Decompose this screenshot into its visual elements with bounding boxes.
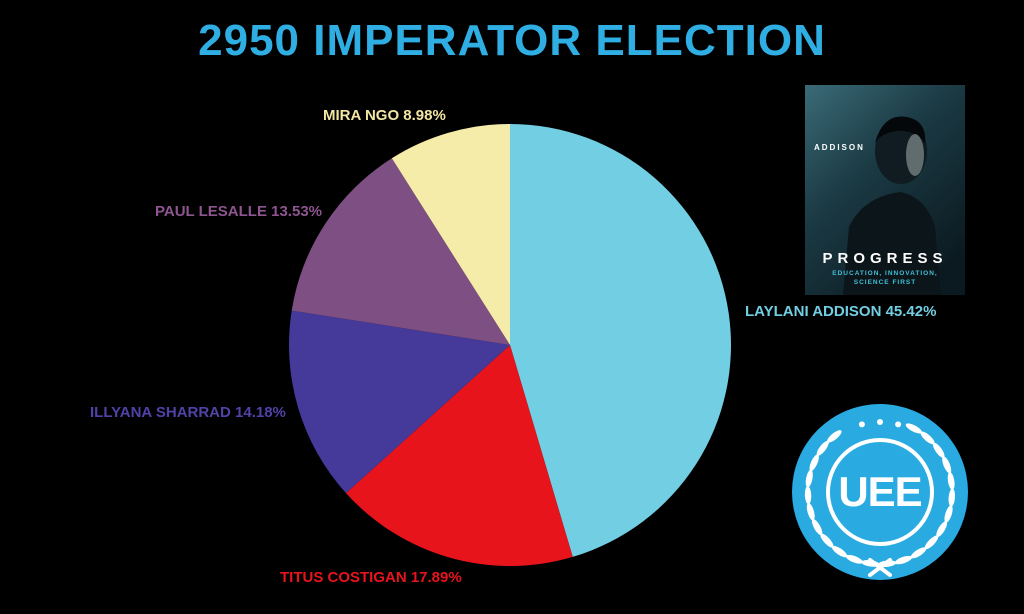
page-title: 2950 IMPERATOR ELECTION xyxy=(198,16,826,65)
pie-slice-addison xyxy=(510,124,731,557)
candidate-photo-art xyxy=(805,85,965,295)
campaign-poster: ADDISON PROGRESS EDUCATION, INNOVATION, … xyxy=(805,85,965,295)
slice-label-costigan: TITUS COSTIGAN 17.89% xyxy=(280,569,462,586)
slice-label-sharrad: ILLYANA SHARRAD 14.18% xyxy=(90,404,286,421)
pie-slice-costigan xyxy=(345,345,573,566)
wreath-cross xyxy=(868,558,892,577)
poster-subtitle: EDUCATION, INNOVATION, SCIENCE FIRST xyxy=(832,270,938,287)
pie-slice-ngo xyxy=(391,124,510,345)
uee-logo: UEE xyxy=(790,402,970,582)
pie-slice-sharrad xyxy=(289,310,510,494)
slice-label-lesalle: PAUL LESALLE 13.53% xyxy=(155,203,322,220)
pie-slice-lesalle xyxy=(291,158,510,345)
laurel-wreath xyxy=(804,419,956,567)
uee-logo-disc xyxy=(792,404,968,580)
poster-slogan: PROGRESS xyxy=(822,250,948,267)
poster-candidate-name: ADDISON xyxy=(814,143,865,152)
candidate-photo xyxy=(805,85,965,295)
uee-logo-text: UEE xyxy=(838,468,921,515)
uee-logo-ring xyxy=(826,438,934,546)
slice-label-addison: LAYLANI ADDISON 45.42% xyxy=(745,303,937,320)
slice-label-ngo: MIRA NGO 8.98% xyxy=(323,107,446,124)
